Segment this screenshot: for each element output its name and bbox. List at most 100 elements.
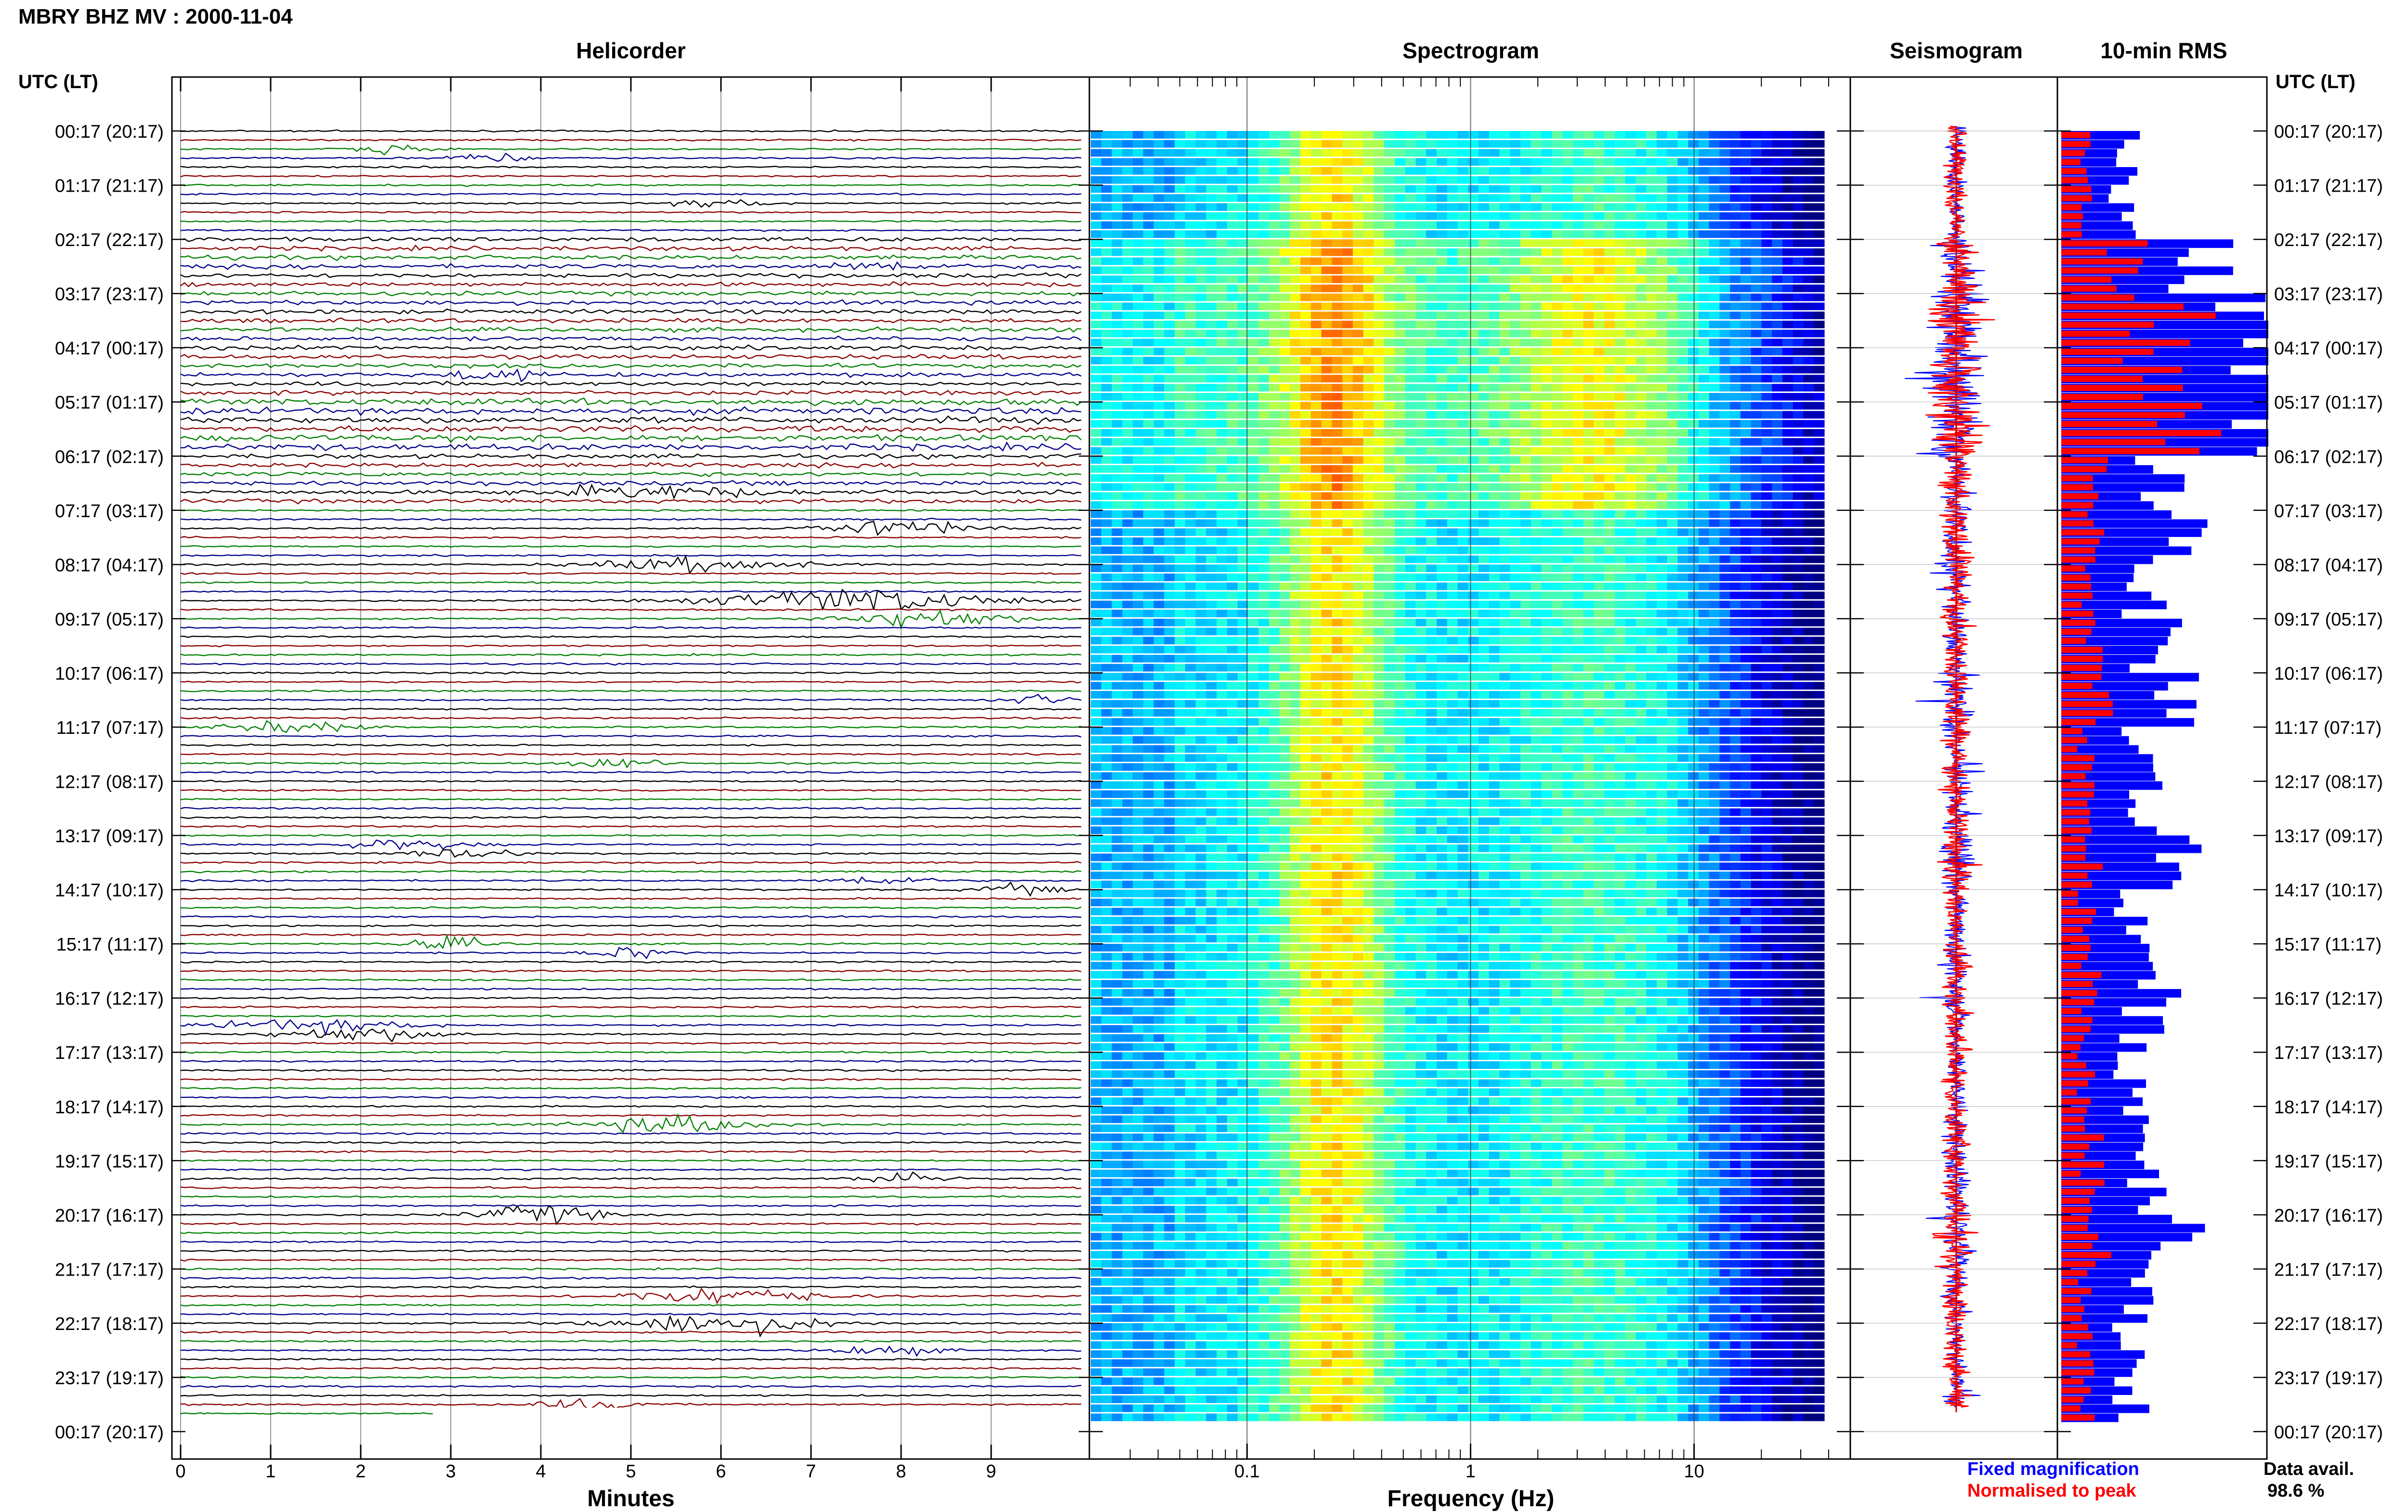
- spectrogram-cell: [1269, 149, 1280, 157]
- spectrogram-cell: [1458, 628, 1468, 636]
- spectrogram-cell: [1258, 239, 1269, 247]
- spectrogram-cell: [1101, 501, 1112, 509]
- spectrogram-cell: [1248, 294, 1258, 301]
- spectrogram-cell: [1531, 266, 1542, 274]
- spectrogram-cell: [1520, 727, 1531, 735]
- spectrogram-cell: [1688, 501, 1699, 509]
- spectrogram-cell: [1814, 673, 1824, 680]
- spectrogram-cell: [1185, 564, 1196, 572]
- spectrogram-cell: [1646, 709, 1657, 717]
- spectrogram-cell: [1772, 456, 1782, 464]
- spectrogram-cell: [1584, 131, 1594, 139]
- spectrogram-cell: [1363, 556, 1374, 563]
- spectrogram-cell: [1741, 140, 1751, 148]
- spectrogram-cell: [1730, 194, 1741, 202]
- spectrogram-cell: [1604, 266, 1615, 274]
- spectrogram-cell: [1091, 664, 1101, 672]
- spectrogram-cell: [1363, 248, 1374, 256]
- spectrogram-cell: [1322, 212, 1332, 220]
- spectrogram-cell: [1258, 258, 1269, 265]
- spectrogram-cell: [1217, 709, 1227, 717]
- spectrogram-cell: [1552, 222, 1562, 229]
- spectrogram-cell: [1227, 203, 1238, 211]
- spectrogram-cell: [1688, 167, 1699, 175]
- spectrogram-cell: [1782, 222, 1793, 229]
- spectrogram-cell: [1332, 212, 1342, 220]
- spectrogram-cell: [1332, 366, 1342, 374]
- spectrogram-cell: [1657, 158, 1667, 166]
- spectrogram-cell: [1468, 167, 1479, 175]
- spectrogram-cell: [1300, 709, 1311, 717]
- spectrogram-cell: [1363, 203, 1374, 211]
- spectrogram-cell: [1458, 637, 1468, 644]
- spectrogram-cell: [1657, 239, 1667, 247]
- spectrogram-cell: [1416, 438, 1426, 446]
- spectrogram-cell: [1122, 266, 1133, 274]
- spectrogram-cell: [1688, 718, 1699, 726]
- spectrogram-cell: [1300, 673, 1311, 680]
- spectrogram-cell: [1625, 637, 1636, 644]
- spectrogram-cell: [1437, 140, 1447, 148]
- spectrogram-cell: [1594, 339, 1604, 346]
- spectrogram-cell: [1531, 230, 1542, 238]
- spectrogram-cell: [1091, 682, 1101, 690]
- spectrogram-cell: [1468, 222, 1479, 229]
- spectrogram-cell: [1300, 736, 1311, 744]
- spectrogram-cell: [1206, 330, 1217, 338]
- spectrogram-cell: [1657, 700, 1667, 708]
- spectrogram-cell: [1500, 709, 1510, 717]
- spectrogram-cell: [1143, 176, 1154, 184]
- spectrogram-cell: [1741, 420, 1751, 428]
- spectrogram-cell: [1185, 140, 1196, 148]
- spectrogram-cell: [1552, 501, 1562, 509]
- spectrogram-cell: [1793, 393, 1804, 401]
- spectrogram-cell: [1584, 302, 1594, 310]
- spectrogram-cell: [1615, 628, 1625, 636]
- spectrogram-cell: [1363, 528, 1374, 536]
- spectrogram-cell: [1416, 492, 1426, 500]
- spectrogram-cell: [1395, 339, 1405, 346]
- spectrogram-cell: [1604, 248, 1615, 256]
- spectrogram-cell: [1185, 655, 1196, 663]
- spectrogram-cell: [1154, 348, 1165, 355]
- spectrogram-cell: [1604, 222, 1615, 229]
- spectrogram-cell: [1657, 474, 1667, 482]
- spectrogram-cell: [1646, 158, 1657, 166]
- spectrogram-cell: [1804, 465, 1814, 473]
- spectrogram-cell: [1510, 285, 1520, 292]
- spectrogram-cell: [1363, 312, 1374, 319]
- spectrogram-cell: [1258, 520, 1269, 527]
- spectrogram-cell: [1458, 312, 1468, 319]
- spectrogram-cell: [1741, 528, 1751, 536]
- spectrogram-cell: [1510, 520, 1520, 527]
- spectrogram-cell: [1699, 520, 1709, 527]
- spectrogram-cell: [1185, 411, 1196, 419]
- spectrogram-cell: [1542, 492, 1552, 500]
- spectrogram-cell: [1175, 583, 1185, 590]
- spectrogram-cell: [1258, 691, 1269, 699]
- spectrogram-cell: [1363, 258, 1374, 265]
- spectrogram-cell: [1793, 330, 1804, 338]
- spectrogram-cell: [1489, 492, 1500, 500]
- spectrogram-cell: [1804, 456, 1814, 464]
- spectrogram-cell: [1122, 583, 1133, 590]
- spectrogram-cell: [1615, 528, 1625, 536]
- spectrogram-cell: [1227, 456, 1238, 464]
- spectrogram-cell: [1751, 438, 1762, 446]
- spectrogram-cell: [1489, 149, 1500, 157]
- spectrogram-cell: [1416, 230, 1426, 238]
- spectrogram-cell: [1500, 745, 1510, 753]
- spectrogram-cell: [1782, 564, 1793, 572]
- spectrogram-cell: [1500, 628, 1510, 636]
- spectrogram-cell: [1793, 628, 1804, 636]
- spectrogram-cell: [1657, 348, 1667, 355]
- spectrogram-cell: [1468, 528, 1479, 536]
- spectrogram-cell: [1479, 673, 1489, 680]
- spectrogram-cell: [1677, 140, 1688, 148]
- spectrogram-cell: [1688, 194, 1699, 202]
- spectrogram-cell: [1688, 348, 1699, 355]
- spectrogram-cell: [1657, 718, 1667, 726]
- spectrogram-cell: [1196, 393, 1206, 401]
- spectrogram-cell: [1269, 194, 1280, 202]
- spectrogram-cell: [1363, 176, 1374, 184]
